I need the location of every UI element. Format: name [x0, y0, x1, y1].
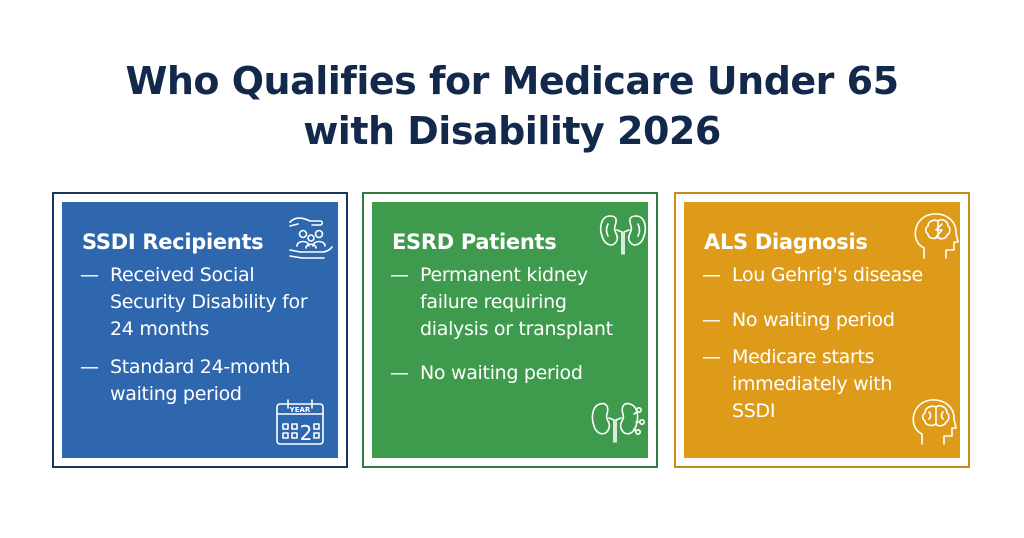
page-title: Who Qualifies for Medicare Under 65 with… [0, 56, 1024, 156]
list-item-text: No waiting period [732, 309, 895, 331]
dash-bullet: — [80, 264, 99, 286]
head-brain-icon [910, 396, 958, 448]
list-item-text: Received Social Security Disability for … [110, 264, 308, 340]
dash-bullet: — [702, 346, 721, 368]
als-item-list: — Lou Gehrig's disease — No waiting peri… [702, 262, 946, 425]
esrd-card: ESRD Patients — Permanent kidney failure… [372, 202, 648, 458]
dash-bullet: — [80, 356, 99, 378]
ssdi-card: SSDI Recipients — Received Social Securi… [62, 202, 338, 458]
calendar-year-label: YEAR [289, 406, 311, 414]
list-item: — Medicare starts immediately with SSDI [702, 344, 946, 425]
als-card-title: ALS Diagnosis [704, 230, 868, 254]
list-item: — No waiting period [390, 360, 634, 387]
list-item-text: No waiting period [420, 362, 583, 384]
list-item-text: Medicare starts immediately with SSDI [732, 346, 893, 422]
esrd-card-title: ESRD Patients [392, 230, 557, 254]
list-item-text: Standard 24-month waiting period [110, 356, 291, 405]
dash-bullet: — [390, 362, 409, 384]
als-card: ALS Diagnosis — Lou Gehrig's disease — N… [684, 202, 960, 458]
als-card-frame: ALS Diagnosis — Lou Gehrig's disease — N… [674, 192, 970, 468]
list-item: — Received Social Security Disability fo… [80, 262, 324, 343]
ssdi-card-frame: SSDI Recipients — Received Social Securi… [52, 192, 348, 468]
list-item: — Permanent kidney failure requiring dia… [390, 262, 634, 343]
calendar-icon: YEAR 2 [274, 398, 326, 448]
head-brain-icon [912, 210, 960, 262]
esrd-item-list: — Permanent kidney failure requiring dia… [390, 262, 634, 387]
ssdi-item-list: — Received Social Security Disability fo… [80, 262, 324, 408]
hand-people-icon [286, 212, 336, 262]
page-title-line-1: Who Qualifies for Medicare Under 65 [125, 59, 899, 103]
list-item: — No waiting period [702, 307, 946, 334]
dash-bullet: — [702, 309, 721, 331]
calendar-number: 2 [300, 421, 313, 445]
kidney-icon [590, 396, 646, 444]
list-item: — Standard 24-month waiting period [80, 354, 324, 408]
list-item: — Lou Gehrig's disease [702, 262, 946, 289]
kidney-icon [598, 210, 648, 256]
ssdi-card-title: SSDI Recipients [82, 230, 264, 254]
list-item-text: Permanent kidney failure requiring dialy… [420, 264, 613, 340]
dash-bullet: — [390, 264, 409, 286]
dash-bullet: — [702, 264, 721, 286]
page-title-line-2: with Disability 2026 [303, 109, 721, 153]
list-item-text: Lou Gehrig's disease [732, 264, 923, 286]
esrd-card-frame: ESRD Patients — Permanent kidney failure… [362, 192, 658, 468]
